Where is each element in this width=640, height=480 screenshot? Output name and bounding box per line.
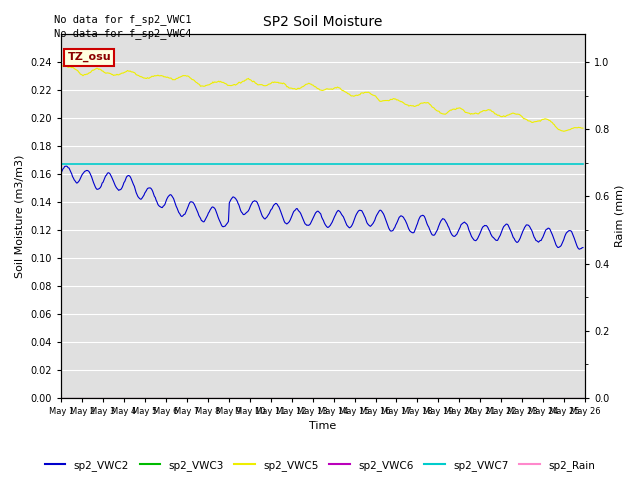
sp2_VWC2 — [365, 223, 373, 228]
sp2_VWC5 — [560, 129, 568, 134]
sp2_VWC6 — [579, 395, 587, 401]
sp2_VWC5 — [579, 125, 587, 131]
sp2_VWC3 — [450, 395, 458, 401]
sp2_VWC7 — [150, 161, 157, 167]
sp2_Rain — [58, 395, 65, 400]
sp2_VWC7 — [579, 161, 587, 167]
sp2_VWC5 — [150, 73, 158, 79]
sp2_VWC5 — [406, 103, 414, 108]
X-axis label: Time: Time — [310, 421, 337, 432]
Text: No data for f_sp2_VWC1: No data for f_sp2_VWC1 — [54, 13, 192, 24]
sp2_VWC5 — [193, 80, 200, 85]
sp2_VWC2 — [193, 206, 200, 212]
Y-axis label: Soil Moisture (m3/m3): Soil Moisture (m3/m3) — [15, 155, 25, 278]
sp2_VWC7 — [406, 161, 413, 167]
sp2_VWC2 — [451, 233, 459, 239]
Line: sp2_VWC5: sp2_VWC5 — [61, 66, 583, 132]
sp2_VWC7 — [191, 161, 199, 167]
sp2_VWC6 — [450, 395, 458, 401]
sp2_VWC6 — [365, 395, 372, 401]
sp2_VWC2 — [58, 170, 65, 176]
sp2_VWC2 — [294, 207, 302, 213]
sp2_VWC3 — [579, 395, 587, 401]
sp2_Rain — [450, 395, 458, 400]
sp2_VWC6 — [293, 395, 301, 401]
sp2_VWC3 — [365, 395, 372, 401]
sp2_VWC7 — [58, 161, 65, 167]
sp2_VWC7 — [293, 161, 301, 167]
sp2_Rain — [293, 395, 301, 400]
sp2_Rain — [150, 395, 157, 400]
sp2_VWC3 — [58, 395, 65, 401]
sp2_Rain — [191, 395, 199, 400]
sp2_VWC5 — [294, 85, 302, 91]
sp2_Rain — [406, 395, 413, 400]
sp2_Rain — [365, 395, 372, 400]
sp2_VWC5 — [60, 63, 68, 69]
sp2_VWC5 — [365, 90, 373, 96]
sp2_VWC6 — [150, 395, 157, 401]
sp2_VWC7 — [450, 161, 458, 167]
sp2_VWC2 — [406, 228, 414, 234]
Text: TZ_osu: TZ_osu — [67, 52, 111, 62]
Legend: sp2_VWC2, sp2_VWC3, sp2_VWC5, sp2_VWC6, sp2_VWC7, sp2_Rain: sp2_VWC2, sp2_VWC3, sp2_VWC5, sp2_VWC6, … — [40, 456, 600, 475]
Line: sp2_VWC2: sp2_VWC2 — [61, 166, 583, 249]
sp2_VWC5 — [58, 64, 65, 70]
Title: SP2 Soil Moisture: SP2 Soil Moisture — [264, 15, 383, 29]
sp2_VWC2 — [150, 193, 158, 199]
sp2_VWC2 — [63, 163, 70, 169]
sp2_VWC5 — [451, 107, 459, 112]
sp2_VWC3 — [150, 395, 157, 401]
sp2_VWC6 — [406, 395, 413, 401]
sp2_VWC6 — [58, 395, 65, 401]
sp2_VWC6 — [191, 395, 199, 401]
sp2_VWC3 — [191, 395, 199, 401]
sp2_VWC2 — [579, 245, 587, 251]
sp2_VWC3 — [406, 395, 413, 401]
sp2_VWC3 — [293, 395, 301, 401]
sp2_Rain — [579, 395, 587, 400]
Text: No data for f_sp2_VWC4: No data for f_sp2_VWC4 — [54, 28, 192, 39]
sp2_VWC7 — [365, 161, 372, 167]
sp2_VWC2 — [575, 246, 583, 252]
Y-axis label: Raim (mm): Raim (mm) — [615, 185, 625, 247]
